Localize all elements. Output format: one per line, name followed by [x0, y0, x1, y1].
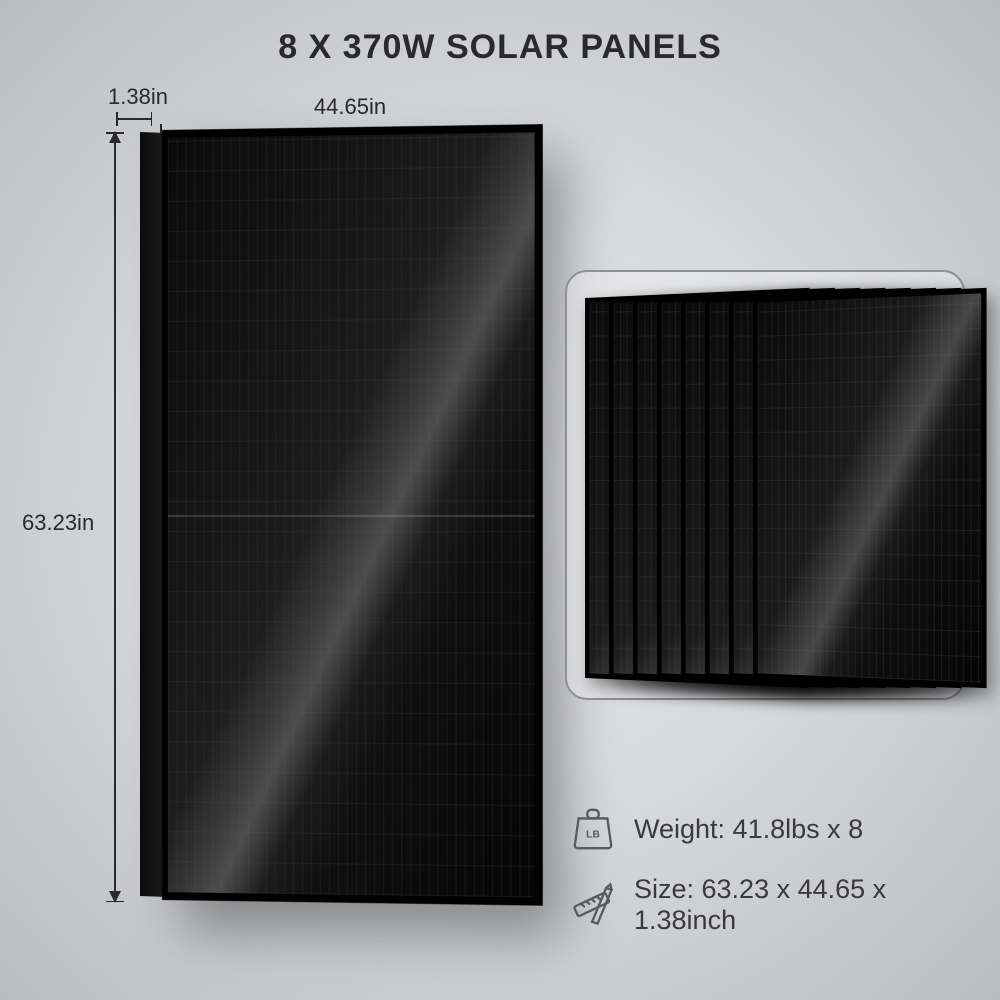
- svg-text:LB: LB: [586, 829, 600, 841]
- panel-side-edge: [140, 132, 164, 897]
- solar-panel: [162, 124, 543, 906]
- dimension-depth: 1.38in: [108, 84, 168, 110]
- stacked-panel-item: [753, 288, 987, 688]
- dimension-width-label: 44.65in: [314, 94, 386, 119]
- spec-size-text: Size: 63.23 x 44.65 x 1.38inch: [634, 874, 990, 936]
- spec-weight: LB Weight: 41.8lbs x 8: [570, 806, 990, 852]
- spec-list: LB Weight: 41.8lbs x 8 Size: 63.23 x 44.…: [570, 806, 990, 958]
- main-panel-view: [140, 130, 550, 910]
- page-title: 8 X 370W SOLAR PANELS: [0, 28, 1000, 67]
- weight-icon: LB: [570, 806, 616, 852]
- spec-weight-text: Weight: 41.8lbs x 8: [634, 814, 863, 845]
- ruler-icon: [570, 882, 616, 928]
- dimension-height-label: 63.23in: [22, 510, 94, 536]
- stacked-panels: [585, 292, 951, 684]
- spec-size: Size: 63.23 x 44.65 x 1.38inch: [570, 874, 990, 936]
- stacked-panels-box: [565, 270, 965, 700]
- depth-marker: [116, 112, 152, 126]
- height-line: [106, 132, 124, 902]
